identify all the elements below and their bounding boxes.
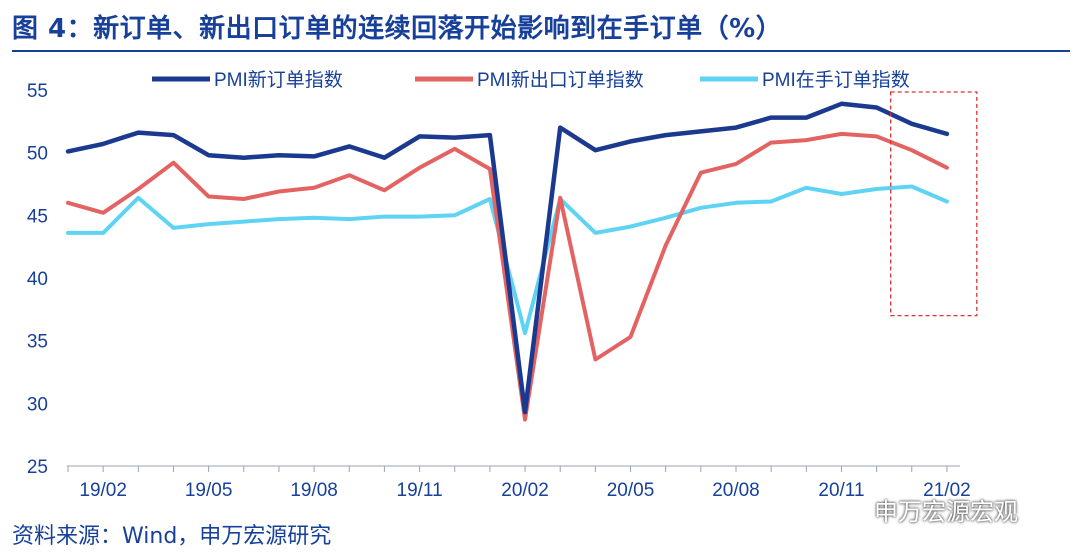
x-tick-label: 19/08 (290, 480, 338, 496)
wechat-icon (839, 498, 867, 520)
watermark: 申万宏源宏观 (838, 492, 1018, 527)
x-tick-label: 20/08 (712, 480, 760, 496)
series-line-1 (66, 131, 949, 422)
y-tick-label: 45 (27, 206, 48, 227)
legend-label: PMI新出口订单指数 (477, 69, 644, 91)
y-tick-label: 25 (27, 457, 48, 478)
x-tick-label: 19/02 (79, 480, 127, 496)
highlight-annotation (890, 91, 978, 317)
y-tick-label: 50 (27, 144, 48, 165)
legend-label: PMI在手订单指数 (762, 69, 910, 91)
x-tick-label: 21/02 (923, 480, 971, 496)
y-tick-label: 40 (27, 269, 48, 290)
watermark-text: 申万宏源宏观 (874, 498, 1018, 526)
x-tick-label: 20/05 (607, 480, 655, 496)
x-tick-label: 20/02 (501, 480, 549, 496)
y-tick-label: 35 (27, 332, 48, 353)
x-tick-label: 19/05 (185, 480, 233, 496)
title-divider (12, 50, 1070, 52)
x-tick-label: 19/11 (397, 480, 443, 496)
chart-title: 图 4：新订单、新出口订单的连续回落开始影响到在手订单（%） (12, 14, 783, 44)
highlight-box (890, 91, 978, 317)
y-tick-label: 55 (27, 81, 48, 102)
y-tick-label: 30 (27, 394, 48, 415)
chart-axes: 25 30 35 40 45 50 55 19/02 19/05 19/08 19/11 20/02 2… (27, 81, 971, 496)
line-chart: 25 30 35 40 45 50 55 19/02 19/05 19/08 19/11 20/02 2… (27, 69, 978, 496)
chart-series (65, 101, 950, 422)
chart-legend: PMI新订单指数 PMI新出口订单指数 PMI在手订单指数 (152, 69, 910, 91)
series-line-0 (65, 101, 950, 415)
x-tick-label: 20/11 (818, 480, 864, 496)
legend-label: PMI新订单指数 (214, 69, 343, 91)
source-note: 资料来源：Wind，申万宏源研究 (12, 524, 332, 549)
